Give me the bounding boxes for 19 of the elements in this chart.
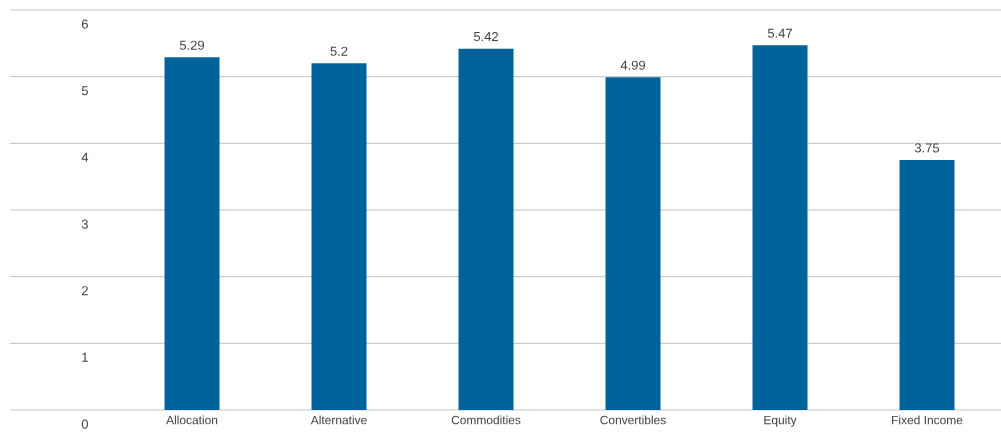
y-tick-label: 2 [81,286,88,296]
x-tick-label: Convertibles [600,415,666,425]
data-label: 5.29 [179,40,204,50]
y-tick-label: 3 [81,219,88,229]
data-label: 5.2 [330,46,348,56]
data-label: 5.47 [767,28,792,38]
y-tick-label: 6 [81,19,88,29]
y-tick-label: 0 [81,419,88,429]
y-tick-label: 1 [82,352,88,362]
data-label: 5.42 [473,31,498,42]
data-label: 3.75 [914,143,940,153]
x-tick-label: Alternative [310,415,367,425]
data-label: 4.99 [620,60,645,70]
x-tick-label: Fixed Income [892,415,963,425]
y-tick-label: 4 [81,152,89,162]
y-tick-label: 5 [81,86,88,96]
x-tick-label: Commodities [451,415,521,425]
x-tick-label: Equity [764,415,797,427]
x-tick-label: Allocation [166,415,218,425]
